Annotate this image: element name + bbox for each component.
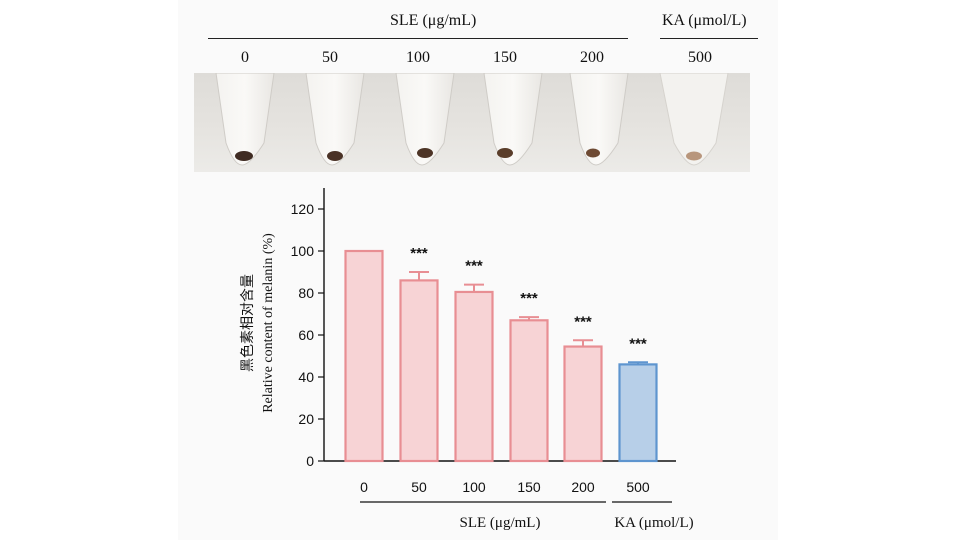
bar [563, 345, 603, 463]
tube-label: 200 [580, 49, 604, 66]
x-tick-label: 200 [571, 479, 595, 495]
significance-label: *** [520, 290, 538, 307]
x-tick-label: 500 [626, 479, 650, 495]
group-label: SLE (μg/mL) [460, 515, 541, 531]
significance-label: *** [574, 313, 592, 330]
x-tick-label: 50 [411, 479, 427, 495]
top-group-label-ka: KA (μmol/L) [662, 12, 747, 29]
y-tick-label: 0 [306, 453, 314, 469]
x-group-labels: SLE (μg/mL) KA (μmol/L) [360, 501, 694, 531]
tube-5 [659, 73, 729, 166]
tube-photo [194, 73, 750, 172]
pellet [417, 148, 433, 158]
pellet [586, 148, 600, 158]
y-axis-title-cn: 黑色素相对含量 [239, 274, 256, 372]
y-tick-label: 20 [298, 411, 314, 427]
x-tick-label: 0 [360, 479, 368, 495]
bar [509, 319, 549, 463]
bars: *** *** *** *** *** [344, 245, 658, 463]
pellet [327, 151, 343, 161]
significance-label: *** [465, 258, 483, 275]
bar [399, 279, 439, 463]
top-group-rule-ka [660, 38, 758, 39]
bar [618, 363, 658, 463]
x-tick-label: 100 [462, 479, 486, 495]
y-tick-label: 120 [291, 201, 315, 217]
tube-2 [395, 73, 455, 166]
tube-photo-drawing [215, 73, 729, 166]
significance-label: *** [410, 245, 428, 262]
tube-label: 100 [406, 49, 430, 66]
tube-label: 150 [493, 49, 517, 66]
tube-label: 50 [322, 49, 338, 66]
pellet [497, 148, 513, 158]
y-tick-label: 60 [298, 327, 314, 343]
tube-3 [483, 73, 543, 166]
top-group-rule-sle [208, 38, 628, 39]
x-axis-ticks: 0 50 100 150 200 500 [360, 479, 650, 495]
x-tick-label: 150 [517, 479, 541, 495]
y-axis-title: 黑色素相对含量 Relative content of melanin (%) [239, 233, 276, 413]
y-axis-ticks: 0 20 40 60 80 100 120 [291, 201, 324, 469]
top-group-label-sle: SLE (μg/mL) [390, 12, 477, 29]
y-tick-label: 100 [291, 243, 315, 259]
bar [454, 290, 494, 463]
tube-label: 0 [241, 49, 249, 66]
tube-0 [215, 73, 275, 166]
bar [344, 249, 384, 463]
y-tick-label: 40 [298, 369, 314, 385]
y-axis-title-en: Relative content of melanin (%) [261, 233, 276, 413]
group-label: KA (μmol/L) [614, 515, 693, 531]
tube-label: 500 [688, 49, 712, 66]
y-tick-label: 80 [298, 285, 314, 301]
tube-4 [569, 73, 629, 166]
pellet [686, 151, 702, 161]
tube-1 [305, 73, 365, 166]
pellet [235, 151, 253, 161]
significance-label: *** [629, 335, 647, 352]
